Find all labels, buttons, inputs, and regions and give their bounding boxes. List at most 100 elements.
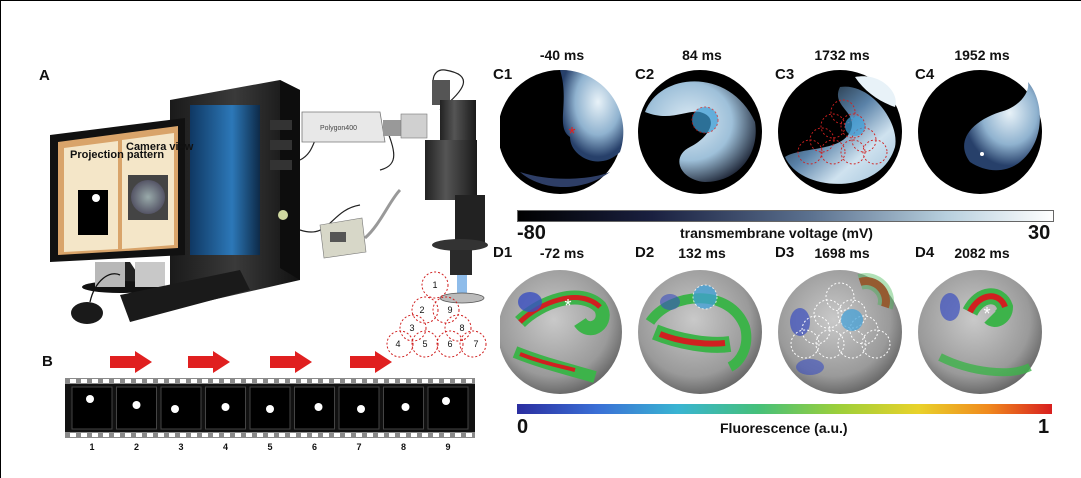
sprocket-hole [114, 433, 120, 437]
film-frame [427, 386, 469, 430]
film-frame-number: 6 [312, 442, 317, 452]
sprocket-hole [400, 433, 406, 437]
sprocket-hole [224, 433, 230, 437]
microscope [425, 80, 488, 304]
sprocket-hole [356, 433, 362, 437]
panel-label-c1: C1 [493, 66, 513, 83]
film-frame-number: 5 [267, 442, 272, 452]
voltage-map-c3 [778, 70, 902, 194]
sprocket-hole [92, 379, 98, 383]
sprocket-hole [158, 379, 164, 383]
voltage-time-2: 84 ms [682, 47, 722, 63]
sprocket-hole [444, 433, 450, 437]
sprocket-hole [136, 379, 142, 383]
fluorescence-map-d3 [778, 270, 902, 394]
voltage-colorbar [517, 210, 1054, 222]
sprocket-hole [312, 379, 318, 383]
film-frame [160, 386, 202, 430]
sprocket-hole [378, 433, 384, 437]
panel-label-a: A [39, 67, 50, 84]
sprocket-hole [367, 379, 373, 383]
sprocket-hole [257, 433, 263, 437]
sprocket-hole [235, 433, 241, 437]
fluorescence-map-d2 [638, 270, 762, 394]
sprocket-hole [70, 379, 76, 383]
film-frame [71, 386, 113, 430]
voltage-map-c1: * [500, 69, 624, 194]
fluor-time-4: 2082 ms [954, 245, 1010, 261]
sprocket-hole [202, 379, 208, 383]
voltage-time-3: 1732 ms [814, 47, 870, 63]
fluor-bar-label: Fluorescence (a.u.) [720, 420, 848, 436]
sprocket-hole [389, 433, 395, 437]
stim-star-c1: * [568, 124, 575, 144]
film-frame-number: 9 [445, 442, 450, 452]
pc-tower [170, 80, 300, 305]
sprocket-hole [411, 433, 417, 437]
pattern-number-1: 1 [432, 280, 437, 290]
pattern-number-7: 7 [473, 339, 478, 349]
figure-top-border [0, 0, 1081, 1]
panel-label-c3: C3 [775, 66, 795, 83]
stimulus-dot [357, 405, 365, 413]
arrows [110, 351, 392, 373]
sprocket-hole [169, 433, 175, 437]
sprocket-hole [290, 433, 296, 437]
sprocket-hole [367, 433, 373, 437]
sprocket-hole [345, 379, 351, 383]
pattern-number-3: 3 [409, 323, 414, 333]
pattern-number-6: 6 [447, 339, 452, 349]
sprocket-hole [103, 433, 109, 437]
sprocket-hole [400, 379, 406, 383]
sprocket-hole [125, 379, 131, 383]
sprocket-hole [323, 379, 329, 383]
sprocket-hole [268, 433, 274, 437]
sprocket-hole [169, 379, 175, 383]
sprocket-hole [191, 379, 197, 383]
stimulus-dot [314, 403, 323, 411]
sprocket-hole [136, 433, 142, 437]
sprocket-hole [422, 433, 428, 437]
sprocket-hole [147, 433, 153, 437]
pattern-number-8: 8 [459, 323, 464, 333]
film-frame-number: 2 [134, 442, 139, 452]
sprocket-hole [246, 433, 252, 437]
sprocket-hole [290, 379, 296, 383]
voltage-maps: * [500, 69, 1042, 194]
setup-illustration: Projection pattern Camera view Polygon40… [50, 69, 488, 324]
pattern-number-5: 5 [422, 339, 427, 349]
stimulus-dot [401, 403, 410, 411]
fluor-time-1: -72 ms [539, 245, 585, 261]
sprocket-hole [312, 433, 318, 437]
pattern-number-4: 4 [395, 339, 400, 349]
pattern-number-9: 9 [447, 305, 452, 315]
fluorescence-map-d1: * [500, 270, 622, 394]
sprocket-hole [334, 379, 340, 383]
fluorescence-map-d4: * [918, 270, 1042, 394]
sprocket-hole [444, 379, 450, 383]
sprocket-hole [147, 379, 153, 383]
stimulus-dot [442, 397, 450, 405]
sprocket-hole [191, 433, 197, 437]
voltage-bar-max: 30 [1028, 222, 1051, 244]
pattern-number-2: 2 [419, 305, 424, 315]
panel-label-d3: D3 [775, 244, 795, 261]
panel-label-d1: D1 [493, 244, 513, 261]
sprocket-hole [466, 433, 472, 437]
voltage-bar-label: transmembrane voltage (mV) [680, 225, 873, 241]
sprocket-hole [301, 433, 307, 437]
sprocket-hole [455, 379, 461, 383]
sprocket-hole [301, 379, 307, 383]
sprocket-hole [279, 379, 285, 383]
fluor-bar-min: 0 [517, 416, 529, 438]
stimulus-dot [266, 405, 274, 413]
sprocket-hole [246, 379, 252, 383]
light-source [319, 188, 402, 259]
panel-label-c2: C2 [635, 66, 655, 83]
fluor-time-3: 1698 ms [814, 245, 870, 261]
sprocket-hole [114, 379, 120, 383]
fluor-bar-max: 1 [1038, 416, 1050, 438]
stimulus-dot [86, 395, 94, 403]
panel-label-d4: D4 [915, 244, 935, 261]
sprocket-hole [202, 433, 208, 437]
